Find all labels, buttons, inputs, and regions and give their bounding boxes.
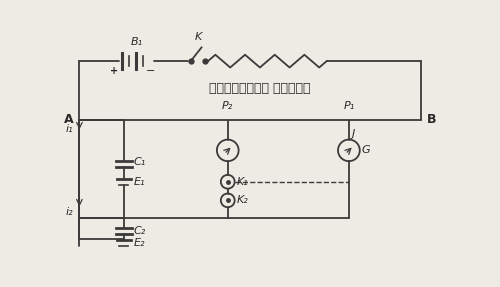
Text: i₂: i₂ bbox=[66, 207, 74, 217]
Text: E₁: E₁ bbox=[134, 177, 145, 187]
Text: E₂: E₂ bbox=[134, 238, 145, 248]
Text: G: G bbox=[362, 145, 370, 155]
Text: J: J bbox=[352, 129, 354, 139]
Text: B₁: B₁ bbox=[130, 37, 142, 47]
Text: A: A bbox=[64, 113, 74, 127]
Text: −: − bbox=[146, 66, 155, 76]
Text: प्राथमिक परिपथ: प्राथमिक परिपथ bbox=[209, 82, 310, 95]
Text: K₂: K₂ bbox=[236, 195, 248, 205]
Text: C₁: C₁ bbox=[134, 157, 146, 167]
Text: K₁: K₁ bbox=[236, 177, 248, 187]
Text: B: B bbox=[426, 113, 436, 127]
Text: i₁: i₁ bbox=[66, 124, 74, 134]
Text: K: K bbox=[194, 32, 202, 42]
Text: P₂: P₂ bbox=[222, 101, 234, 111]
Text: C₂: C₂ bbox=[134, 226, 146, 236]
Text: P₁: P₁ bbox=[344, 101, 354, 111]
Text: +: + bbox=[110, 66, 118, 76]
